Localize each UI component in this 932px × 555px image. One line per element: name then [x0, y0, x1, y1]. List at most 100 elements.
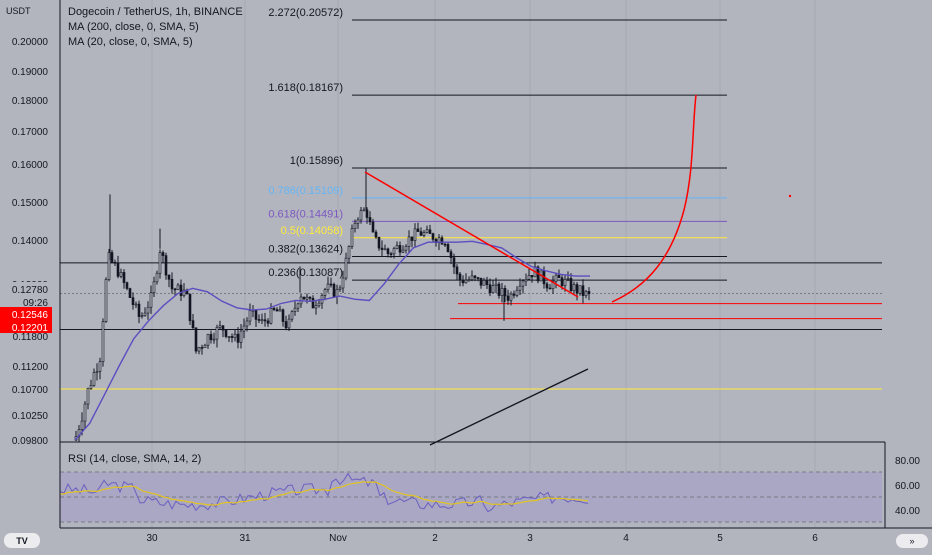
candle-body: [278, 309, 282, 312]
svg-text:»: »: [909, 536, 914, 546]
price-badge: [0, 295, 52, 308]
time-tick-label: 4: [623, 533, 629, 544]
price-axis-labels: 0.20000 0.19000 0.18000 0.17000 0.16000 0.150…: [0, 37, 52, 447]
candle-body: [497, 283, 501, 296]
ma-20-legend[interactable]: MA (20, close, 0, SMA, 5): [68, 36, 193, 48]
candle-body: [260, 319, 264, 322]
price-tick-label: 0.17000: [12, 127, 49, 138]
candle-body: [578, 285, 582, 294]
candle-body: [350, 228, 354, 247]
candle-body: [83, 403, 87, 422]
candle-body: [509, 293, 513, 301]
candle-body: [92, 372, 96, 386]
candle-body: [587, 291, 591, 295]
price-badge-label: 0.12546: [12, 310, 49, 321]
candle-body: [374, 231, 378, 238]
candle-body: [122, 272, 126, 283]
horizontal-levels: [60, 262, 882, 390]
candle-body: [233, 333, 237, 338]
price-badge-label: 0.12201: [12, 323, 49, 334]
candle-body: [272, 307, 276, 310]
candle-body: [359, 210, 363, 221]
time-axis-labels[interactable]: 30 31 Nov 2 3 4 5 6: [146, 533, 818, 544]
candle-body: [125, 282, 129, 289]
go-to-realtime-button[interactable]: »: [896, 534, 928, 548]
candle-body: [335, 289, 339, 297]
candle-body: [548, 287, 552, 290]
candle-body: [146, 306, 150, 314]
candle-body: [521, 280, 525, 287]
ma-20-line: [74, 240, 590, 441]
candle-body: [506, 295, 510, 301]
candle-body: [143, 312, 147, 316]
candle-body: [422, 232, 426, 236]
candle-body: [119, 272, 123, 277]
currency-label: USDT: [6, 6, 31, 16]
projection-curve[interactable]: [611, 94, 697, 303]
price-tick-label: 0.11200: [13, 362, 49, 373]
candle-body: [242, 325, 246, 332]
candle-body: [218, 325, 222, 328]
price-tick-label: 0.18000: [12, 96, 49, 107]
fib-level-label: 1(0.15896): [290, 155, 343, 167]
candle-body: [293, 307, 297, 312]
candle-body: [155, 272, 159, 283]
vertical-gridlines: [151, 0, 816, 528]
candle-body: [161, 252, 165, 256]
candle-body: [173, 288, 177, 291]
candle-body: [203, 344, 207, 348]
candle-body: [527, 275, 531, 280]
candle-body: [494, 283, 498, 287]
price-tick-label: 0.20000: [12, 37, 49, 48]
candle-body: [296, 303, 300, 309]
time-tick-label: 6: [812, 533, 818, 544]
candle-body: [314, 305, 318, 309]
price-tick-label: 0.10700: [12, 385, 49, 396]
marker-dot: [788, 194, 792, 198]
time-tick-label: 5: [717, 533, 723, 544]
candle-body: [95, 370, 99, 373]
candle-body: [116, 262, 120, 277]
candle-body: [512, 293, 516, 296]
candle-body: [566, 278, 570, 280]
candle-body: [368, 217, 372, 223]
symbol-title[interactable]: Dogecoin / TetherUS, 1h, BINANCE: [68, 6, 243, 18]
candle-body: [197, 347, 201, 352]
candle-body: [518, 285, 522, 291]
candle-body: [110, 252, 114, 263]
candle-body: [176, 284, 180, 290]
rsi-axis-ticks: 80.00 60.00 40.00: [895, 456, 920, 517]
candle-body: [476, 277, 480, 279]
tradingview-logo[interactable]: TV: [4, 533, 40, 548]
candle-body: [470, 275, 474, 280]
descending-trendline[interactable]: [364, 171, 579, 298]
fib-level-label: 0.618(0.14491): [268, 208, 343, 220]
candle-body: [365, 209, 369, 218]
candle-body: [257, 319, 261, 321]
time-tick-label: 30: [146, 533, 158, 544]
candle-body: [461, 279, 465, 284]
candle-body: [332, 284, 336, 297]
candle-body: [554, 274, 558, 282]
candle-body: [452, 257, 456, 268]
price-axis[interactable]: [0, 0, 60, 528]
candle-body: [200, 347, 204, 349]
candle-body: [179, 284, 183, 296]
ma-200-legend[interactable]: MA (200, close, 0, SMA, 5): [68, 21, 199, 33]
user-drawings[interactable]: [364, 94, 792, 446]
candle-body: [182, 289, 186, 296]
price-tick-label: 0.09800: [12, 436, 49, 447]
candle-body: [134, 303, 138, 306]
candle-body: [113, 261, 117, 264]
candle-body: [98, 361, 102, 372]
rsi-legend[interactable]: RSI (14, close, SMA, 14, 2): [68, 453, 201, 465]
candle-body: [455, 266, 459, 275]
fib-level-label: 0.5(0.14058): [281, 225, 343, 237]
candle-body: [290, 311, 294, 320]
rsi-tick-label: 80.00: [895, 456, 920, 467]
ma-200-segment: [429, 368, 589, 446]
price-badge-label: 0.12780: [12, 285, 49, 296]
candle-body: [281, 309, 285, 322]
